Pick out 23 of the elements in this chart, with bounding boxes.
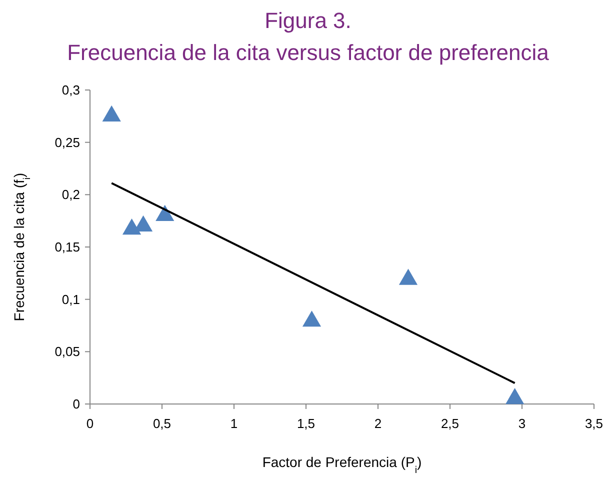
point	[505, 388, 524, 404]
x-tick-label: 0	[86, 416, 94, 431]
chart-subtitle: Frecuencia de la cita versus factor de preferencia	[67, 40, 550, 65]
x-tick-label: 2	[374, 416, 382, 431]
y-tick-label: 0,25	[54, 134, 80, 150]
x-axis-title: Factor de Preferencia (P$_{i}$)	[262, 454, 422, 476]
x-tick-label: 2,5	[440, 416, 460, 431]
x-tick-label: 1,5	[296, 416, 316, 431]
chart-title: Figura 3.	[264, 8, 352, 33]
y-tick-label: 0,2	[62, 187, 80, 202]
point	[302, 310, 322, 327]
x-tick-label: 3,5	[584, 416, 604, 431]
x-tick-label: 1	[230, 416, 238, 431]
y-tick-label: 0,3	[62, 82, 80, 98]
point	[122, 218, 142, 235]
y-tick-label: 0,1	[62, 292, 80, 307]
x-tick-label: 3	[518, 416, 526, 431]
x-tick-label: 0,5	[152, 416, 172, 431]
point	[102, 105, 121, 122]
y-tick-label: 0,15	[54, 240, 80, 255]
y-tick-label: 0	[72, 396, 80, 412]
y-tick-label: 0,05	[54, 344, 80, 360]
point	[398, 268, 418, 285]
